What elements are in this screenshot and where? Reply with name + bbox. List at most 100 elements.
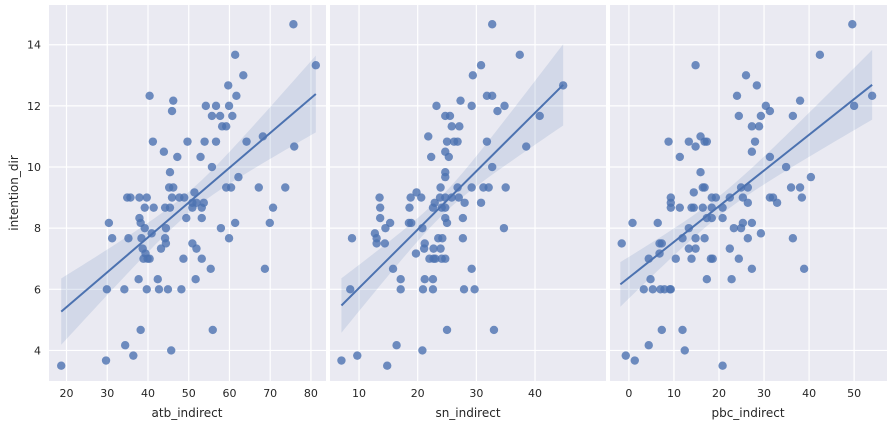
data-point <box>207 111 217 121</box>
regression-line <box>340 84 564 307</box>
data-point <box>711 193 721 202</box>
data-point <box>442 218 452 228</box>
data-point <box>428 203 438 212</box>
data-point <box>689 188 698 197</box>
data-point <box>206 264 215 274</box>
data-point <box>420 275 429 284</box>
data-point <box>153 275 162 284</box>
data-point <box>644 341 653 350</box>
data-point <box>684 223 694 233</box>
data-point <box>756 229 766 238</box>
data-point <box>159 147 169 156</box>
data-point <box>337 356 346 365</box>
data-point <box>148 137 158 146</box>
data-point <box>678 325 687 335</box>
data-point <box>145 91 154 100</box>
data-point <box>107 234 117 243</box>
data-point <box>617 239 626 248</box>
data-point <box>232 91 241 100</box>
data-point <box>738 193 748 202</box>
data-point <box>460 198 469 207</box>
data-point <box>772 198 782 207</box>
data-point <box>167 193 177 202</box>
x-tick-label: 0 <box>625 387 632 400</box>
data-point <box>207 162 217 172</box>
data-point <box>441 172 450 182</box>
data-point <box>104 218 114 228</box>
data-point <box>729 223 739 233</box>
data-point <box>487 20 497 29</box>
data-point <box>265 218 274 228</box>
data-point <box>666 203 676 212</box>
data-point <box>639 285 648 294</box>
data-point <box>718 361 727 370</box>
data-point <box>732 91 742 100</box>
data-point <box>431 254 440 263</box>
data-point <box>388 264 398 274</box>
data-point <box>725 244 735 253</box>
x-tick-label: 30 <box>100 387 114 400</box>
data-point <box>142 193 151 202</box>
data-point <box>140 223 149 233</box>
data-point <box>224 234 234 243</box>
data-point <box>224 101 234 111</box>
data-point <box>484 183 493 192</box>
data-point <box>447 122 456 131</box>
x-tick-label: 50 <box>847 387 861 400</box>
data-point <box>268 203 278 212</box>
data-point <box>149 203 158 212</box>
data-point <box>454 193 463 202</box>
data-point <box>630 356 639 365</box>
data-point <box>167 106 177 116</box>
data-point <box>405 203 414 212</box>
data-point <box>467 101 476 111</box>
data-point <box>126 193 135 202</box>
data-point <box>691 61 700 70</box>
data-point <box>522 142 531 151</box>
data-point <box>453 137 462 146</box>
regression-line <box>619 84 873 286</box>
data-point <box>799 264 809 274</box>
data-point <box>208 325 217 335</box>
data-point <box>680 346 689 355</box>
data-point <box>815 50 825 60</box>
plot-area <box>610 5 887 381</box>
data-point <box>455 122 464 131</box>
data-point <box>795 183 805 192</box>
data-point <box>197 254 206 263</box>
data-point <box>459 285 469 294</box>
data-point <box>347 234 357 243</box>
data-point <box>482 137 492 146</box>
data-point <box>134 275 143 284</box>
facet-sn-indirect: sn_indirect 10 20 30 40 <box>330 5 606 420</box>
data-point <box>736 223 746 233</box>
data-point <box>470 285 479 294</box>
data-point <box>797 193 807 202</box>
data-point <box>747 147 757 156</box>
data-point <box>392 341 401 350</box>
data-point <box>165 168 175 177</box>
y-tick-label: 14 <box>27 39 41 52</box>
data-point <box>197 203 206 212</box>
data-point <box>515 50 524 60</box>
x-tick-label: 40 <box>528 387 542 400</box>
data-point <box>140 203 149 212</box>
data-point <box>657 239 666 248</box>
data-point <box>867 91 877 100</box>
x-tick-label: 40 <box>802 387 816 400</box>
data-point <box>756 111 766 121</box>
y-tick-label: 12 <box>27 100 41 113</box>
data-point <box>535 111 544 121</box>
data-point <box>226 183 236 192</box>
data-point <box>675 152 685 162</box>
data-point <box>476 198 486 207</box>
data-point <box>429 244 438 253</box>
data-point <box>788 234 798 243</box>
data-point <box>129 351 138 360</box>
data-point <box>788 111 798 121</box>
data-point <box>177 285 186 294</box>
data-point <box>806 172 816 182</box>
data-point <box>228 111 237 121</box>
data-point <box>691 244 700 253</box>
data-point <box>849 101 859 111</box>
